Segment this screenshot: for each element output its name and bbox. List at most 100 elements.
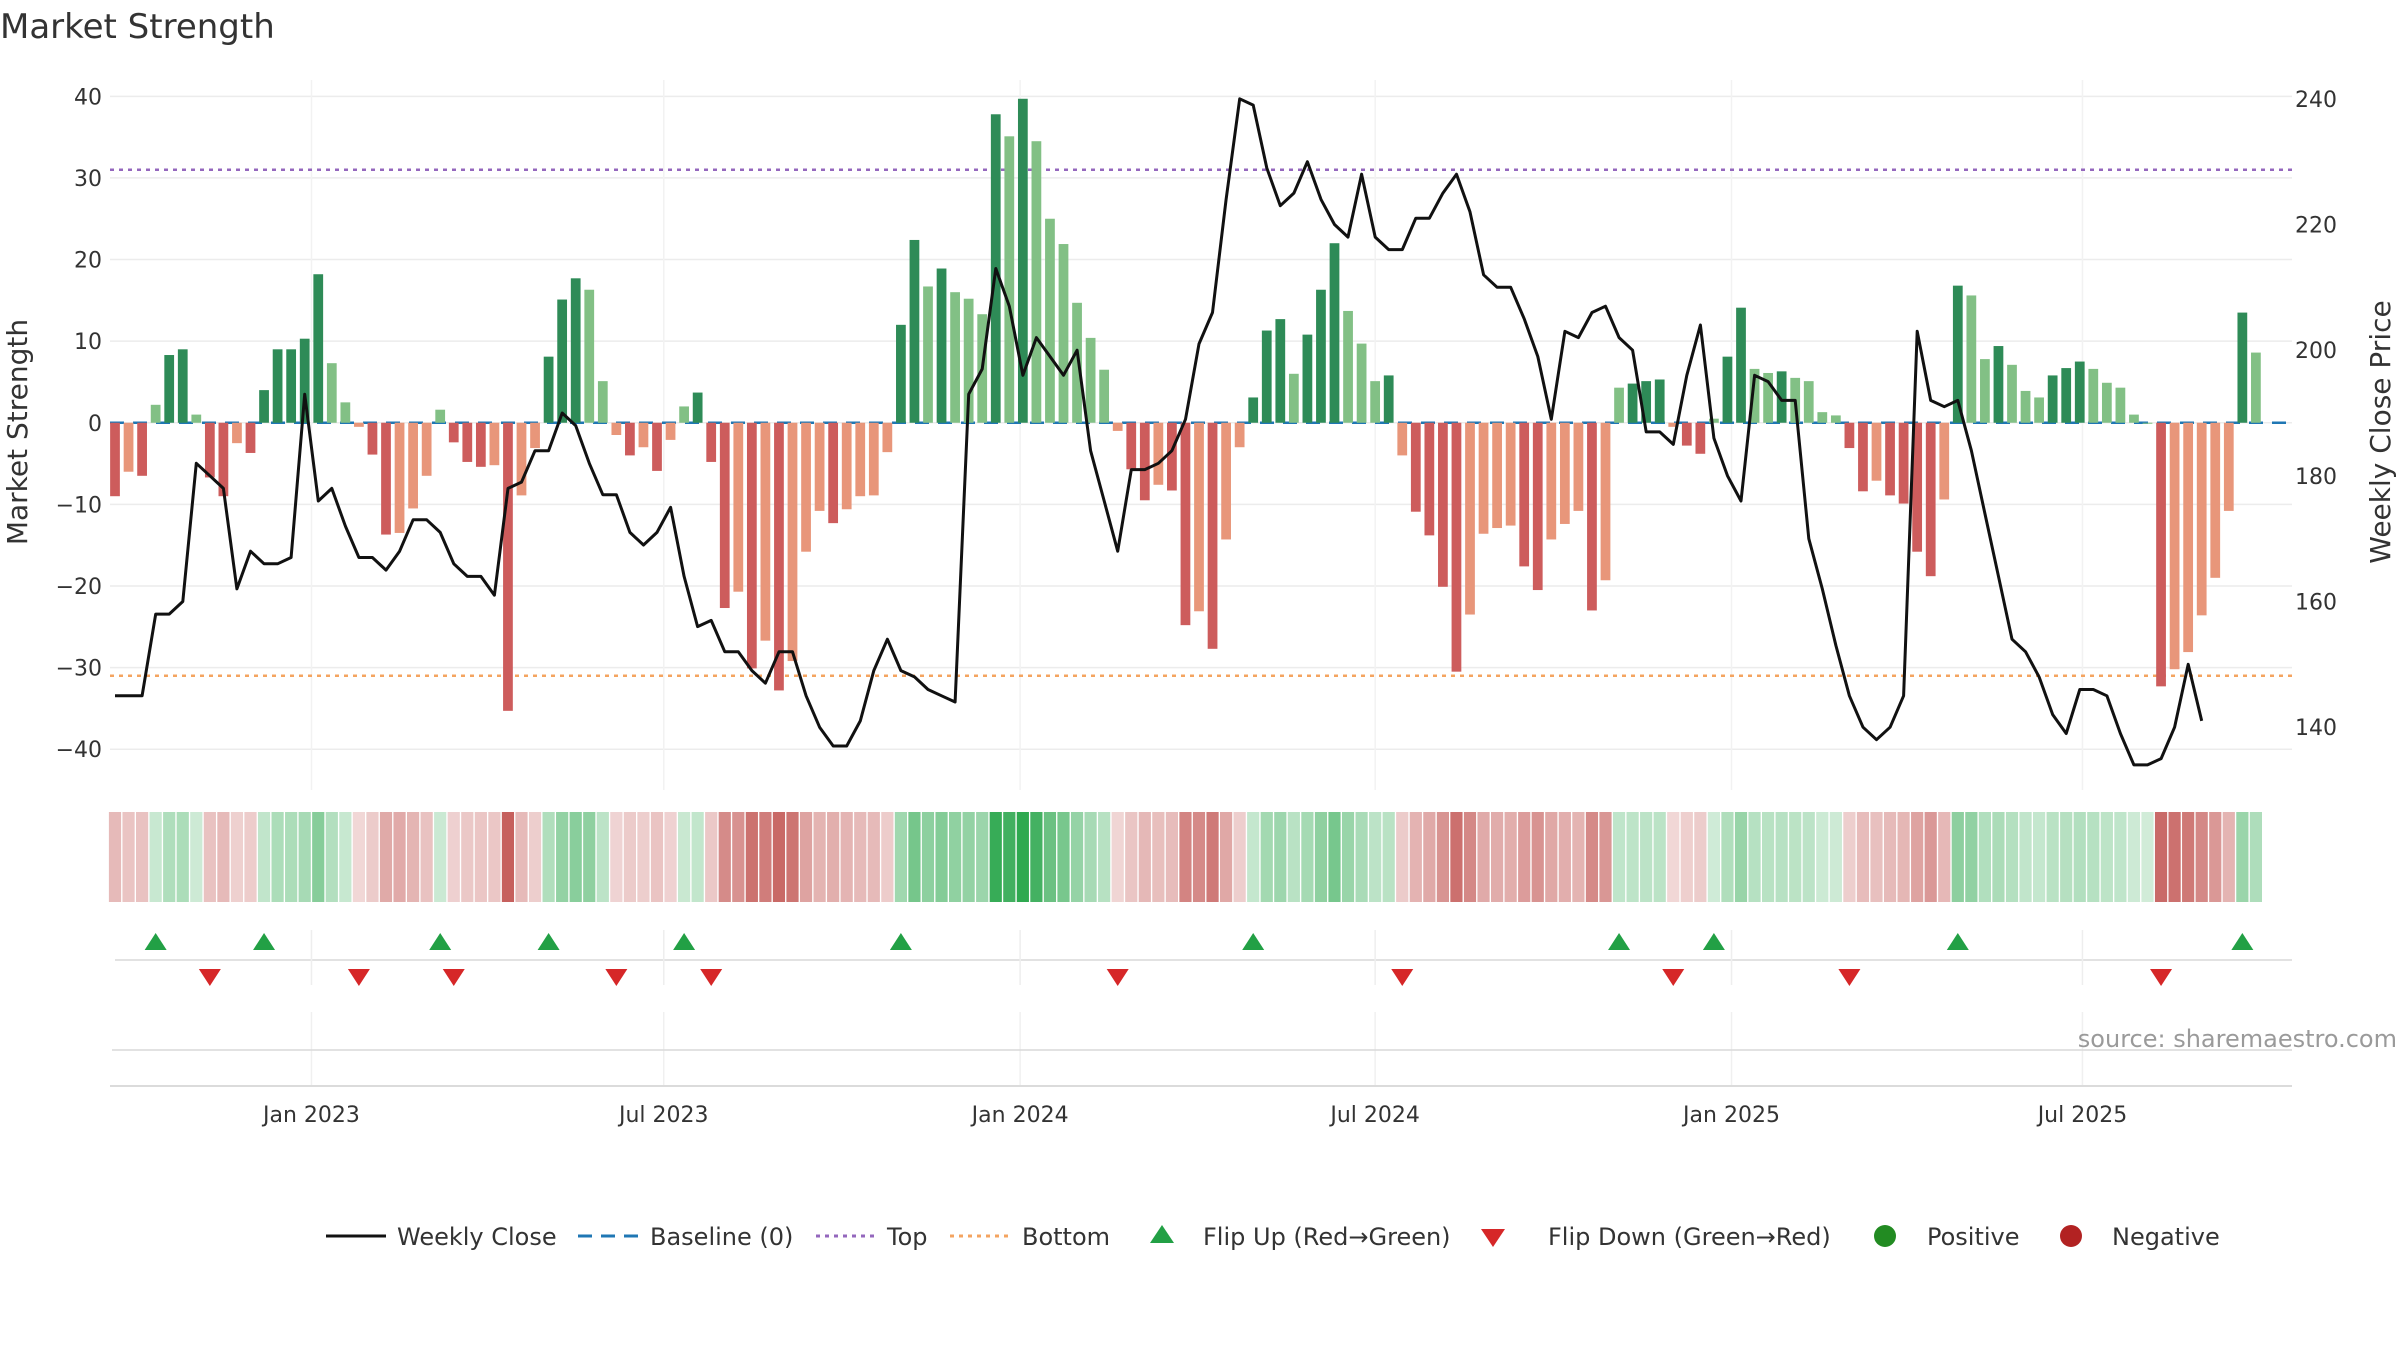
- heat-cell: [420, 812, 433, 902]
- heat-cell: [1463, 812, 1477, 902]
- heat-cell: [325, 812, 338, 902]
- heat-cell: [772, 812, 786, 902]
- strength-bar: [855, 422, 866, 497]
- left-tick-label: −20: [56, 575, 102, 600]
- heat-cell: [813, 812, 826, 902]
- heat-cell: [1260, 812, 1273, 902]
- heat-cell: [1057, 812, 1070, 902]
- heat-cell: [705, 812, 718, 902]
- strength-bar: [232, 422, 242, 444]
- heat-cell: [1396, 812, 1409, 902]
- heat-cell: [2019, 812, 2032, 902]
- strength-bar: [1587, 422, 1597, 611]
- flip-up-marker: [1608, 933, 1631, 950]
- heat-cell: [2087, 812, 2100, 902]
- strength-bar: [2142, 422, 2153, 424]
- strength-bar: [692, 392, 703, 423]
- left-tick-label: 30: [74, 167, 102, 192]
- legend-negative: Negative: [2112, 1223, 2220, 1251]
- strength-bar: [652, 422, 662, 471]
- strength-bar: [1668, 422, 1679, 427]
- strength-bar: [516, 422, 527, 496]
- heat-cell: [1897, 812, 1910, 902]
- flip-down-marker: [347, 969, 370, 986]
- heat-cell: [1951, 812, 1964, 902]
- heat-cell: [1043, 812, 1057, 902]
- heat-cell: [2154, 812, 2168, 902]
- flip-down-marker: [198, 969, 221, 986]
- heat-cell: [1965, 812, 1978, 902]
- strength-bar: [1058, 244, 1069, 423]
- strength-bar: [760, 422, 771, 641]
- flip-up-marker: [1946, 933, 1969, 950]
- flip-up-marker: [144, 933, 167, 950]
- heat-cell: [976, 812, 989, 902]
- heat-cell: [1856, 812, 1870, 902]
- strength-bar: [259, 390, 269, 423]
- heat-cell: [298, 812, 311, 902]
- heat-cell: [2182, 812, 2195, 902]
- weekly-close-series: [115, 97, 2204, 767]
- right-tick-label: 200: [2295, 339, 2337, 364]
- right-axis-label: Weekly Close Price: [2364, 300, 2397, 563]
- heat-cell: [908, 812, 921, 902]
- strength-bar: [218, 422, 229, 497]
- strength-bar: [272, 349, 283, 423]
- strength-bar: [1112, 422, 1123, 431]
- legend-weekly-close: Weekly Close: [397, 1223, 557, 1251]
- strength-bar: [354, 422, 364, 427]
- heat-cell: [176, 812, 189, 902]
- heat-cell: [217, 812, 230, 902]
- heat-cell: [1816, 812, 1829, 902]
- strength-bar: [1695, 422, 1706, 454]
- left-tick-label: 0: [88, 412, 102, 437]
- strength-bar: [503, 422, 513, 711]
- flip-down-marker: [1391, 969, 1414, 986]
- strength-bar: [2156, 422, 2166, 687]
- strength-bar: [1858, 422, 1868, 492]
- heat-cell: [203, 812, 216, 902]
- strength-bar: [584, 289, 595, 423]
- strength-bar: [597, 381, 608, 423]
- strength-bar: [340, 402, 351, 423]
- strength-bar: [1017, 98, 1028, 423]
- heat-cell: [1504, 812, 1517, 902]
- strength-bar: [1288, 373, 1299, 423]
- heat-cell: [271, 812, 284, 902]
- flip-up-marker: [1702, 933, 1725, 950]
- heat-cell: [1978, 812, 1991, 902]
- flip-down-icon: [1481, 1229, 1505, 1247]
- flip-up-marker: [1242, 933, 1265, 950]
- strength-bar: [2101, 382, 2112, 423]
- strength-bar: [1709, 418, 1719, 423]
- strength-bar: [1356, 343, 1367, 423]
- heat-cell: [1911, 812, 1924, 902]
- heat-cell: [1789, 812, 1802, 902]
- strength-bar: [1776, 371, 1787, 423]
- strength-bar: [2183, 422, 2194, 653]
- strength-bar: [774, 422, 784, 691]
- strength-bar: [963, 298, 974, 423]
- strength-bar: [1343, 310, 1353, 423]
- heat-cell: [108, 812, 122, 902]
- heat-cell: [1314, 812, 1328, 902]
- heat-cell: [1206, 812, 1219, 902]
- strength-bar: [638, 422, 649, 448]
- x-tick-label: Jul 2025: [2036, 1103, 2128, 1128]
- strength-bar: [1139, 422, 1150, 501]
- heat-cell: [1450, 812, 1463, 902]
- heat-cell: [678, 812, 691, 902]
- strength-bar: [1221, 422, 1231, 540]
- strength-bar: [1410, 422, 1421, 512]
- heat-cell: [149, 812, 162, 902]
- strength-bar: [828, 422, 839, 524]
- strength-bar: [611, 422, 622, 435]
- strength-bar: [1207, 422, 1218, 649]
- strength-bar: [1451, 422, 1462, 672]
- heat-cell: [1640, 812, 1653, 902]
- strength-bar: [665, 422, 676, 440]
- heat-cell: [1098, 812, 1111, 902]
- heat-cell: [1152, 812, 1165, 902]
- strength-bar: [2047, 375, 2058, 423]
- strength-bar: [408, 422, 418, 509]
